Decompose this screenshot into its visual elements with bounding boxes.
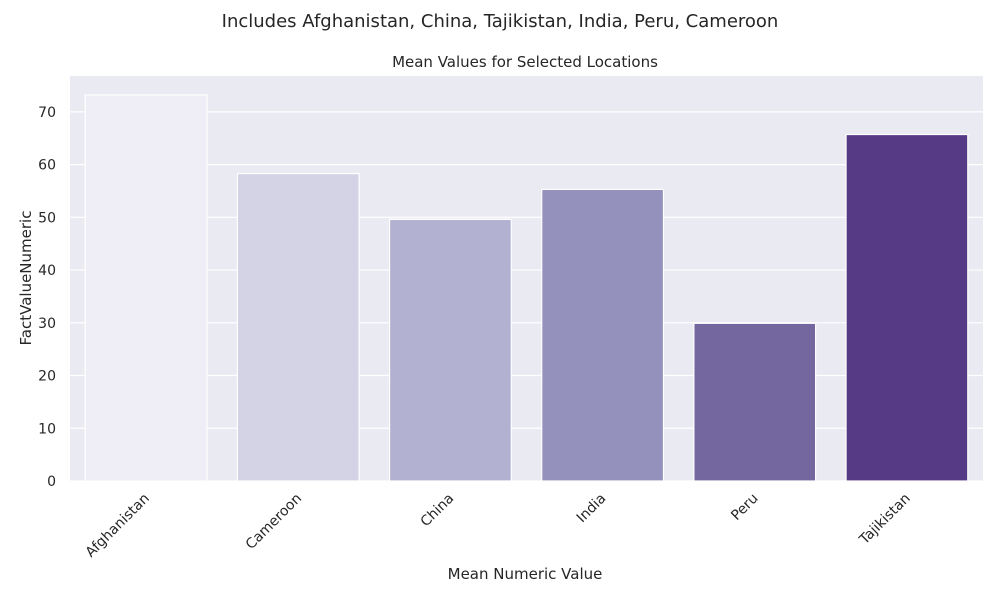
x-tick-label: China (418, 491, 458, 531)
y-tick-label: 30 (38, 316, 56, 332)
bar-cameroon (236, 172, 360, 482)
x-tick-label: India (574, 491, 610, 527)
y-tick-label: 70 (38, 105, 56, 121)
x-tick-label: Tajikistan (856, 491, 914, 549)
bar-afghanistan (84, 94, 208, 482)
y-tick-label: 20 (38, 369, 56, 385)
y-tick-label: 0 (47, 474, 56, 490)
bar-china (388, 218, 512, 482)
y-tick-label: 10 (38, 421, 56, 437)
chart-title: Mean Values for Selected Locations (392, 53, 658, 71)
y-tick-label: 60 (38, 158, 56, 174)
bar-tajikistan (845, 133, 969, 482)
x-axis-label: Mean Numeric Value (448, 565, 603, 583)
x-tick-label: Afghanistan (83, 491, 153, 561)
plot-area (70, 76, 983, 481)
y-axis-ticks: 0 10 20 30 40 50 60 70 (38, 105, 56, 490)
x-tick-label: Peru (728, 491, 761, 524)
x-tick-label: Cameroon (243, 491, 305, 553)
bar-india (541, 188, 665, 482)
y-tick-label: 40 (38, 263, 56, 279)
y-tick-label: 50 (38, 210, 56, 226)
bars (84, 94, 969, 482)
gridlines (70, 111, 983, 482)
y-axis-label: FactValueNumeric (17, 211, 35, 346)
bar-peru (693, 322, 817, 482)
chart-suptitle: Includes Afghanistan, China, Tajikistan,… (222, 11, 779, 32)
x-axis-ticks: Afghanistan Cameroon China India Peru Tajikis… (83, 491, 914, 561)
